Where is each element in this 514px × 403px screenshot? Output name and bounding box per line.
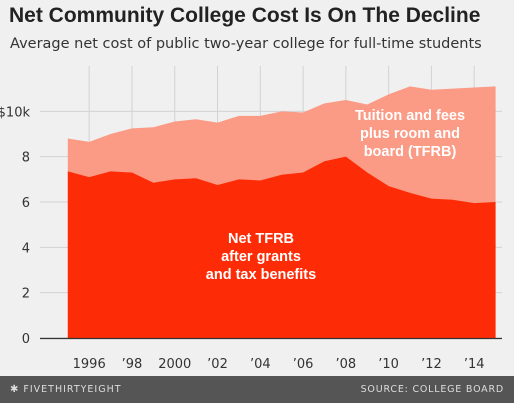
y-tick-label: $10k: [0, 105, 30, 120]
source-note: SOURCE: COLLEGE BOARD: [360, 384, 504, 395]
x-tick-label: ’06: [293, 357, 314, 372]
x-tick-label: ’04: [250, 357, 271, 372]
x-tick-label: 2000: [158, 357, 191, 372]
x-tick-label: ’10: [378, 357, 399, 372]
x-tick-label: ’14: [464, 357, 485, 372]
net-tfrb-annotation-line: after grants: [221, 249, 301, 265]
net-tfrb-annotation-line: and tax benefits: [206, 267, 316, 283]
y-tick-label: 2: [22, 287, 30, 302]
tfrb-annotation-line: board (TFRB): [364, 144, 457, 160]
y-tick-label: 6: [22, 196, 30, 211]
net-tfrb-area: [67, 156, 496, 338]
x-tick-label: 1996: [73, 357, 106, 372]
area-chart: 0 2 4 6 8 $10k 1996 ’98 2000 ’02 ’04 ’06 ’08 ’10 ’12 ’1…: [0, 66, 502, 372]
x-tick-label: ’08: [336, 357, 357, 372]
fivethirtyeight-logo-icon: ✱: [10, 384, 20, 395]
chart-title: Net Community College Cost Is On The Dec…: [9, 4, 481, 27]
brand: ✱ FIVETHIRTYEIGHT: [10, 384, 122, 395]
y-tick-label: 0: [22, 332, 30, 347]
tfrb-annotation-line: Tuition and fees: [355, 108, 465, 124]
net-tfrb-annotation-line: Net TFRB: [228, 231, 294, 247]
tfrb-annotation-line: plus room and: [360, 126, 460, 142]
x-tick-label: ’98: [122, 357, 143, 372]
chart-subtitle: Average net cost of public two-year coll…: [10, 36, 482, 52]
x-tick-label: ’12: [421, 357, 442, 372]
y-tick-label: 4: [22, 241, 30, 256]
x-tick-label: ’02: [207, 357, 228, 372]
footer-bar: ✱ FIVETHIRTYEIGHT SOURCE: COLLEGE BOARD: [0, 376, 514, 403]
brand-name: FIVETHIRTYEIGHT: [23, 384, 122, 395]
y-tick-label: 8: [22, 151, 30, 166]
